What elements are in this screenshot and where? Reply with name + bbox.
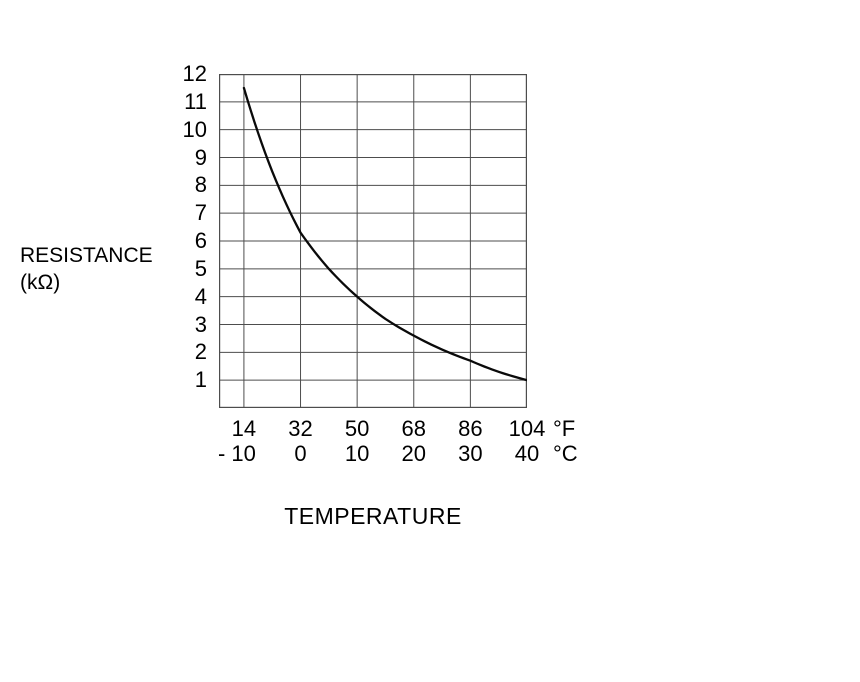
y-tick-label: 12 — [182, 61, 207, 86]
x-tick-label-celsius: 30 — [458, 441, 483, 466]
y-axis-title-line1: RESISTANCE — [20, 244, 153, 267]
x-tick-label-celsius: 40 — [514, 441, 540, 466]
y-tick-label: 2 — [194, 339, 207, 365]
plot-area — [219, 74, 527, 408]
x-axis-title: TEMPERATURE — [284, 503, 462, 529]
x-tick-label-fahrenheit: 86 — [458, 416, 483, 441]
x-tick-label-fahrenheit: 32 — [288, 416, 313, 441]
x-tick-label-fahrenheit: 104 — [508, 416, 546, 441]
y-tick-label: 4 — [194, 283, 207, 309]
y-axis-title-line2: (kΩ) — [20, 271, 61, 294]
y-tick-label: 6 — [194, 228, 207, 253]
resistance-curve — [242, 86, 527, 382]
plot-border — [219, 74, 527, 408]
x-axis-unit-celsius: °C — [553, 441, 578, 466]
y-tick-label: 10 — [182, 116, 207, 142]
x-tick-label-celsius: 10 — [344, 441, 370, 466]
x-tick-label-fahrenheit: 50 — [344, 416, 370, 441]
y-tick-label: 5 — [194, 255, 207, 281]
y-tick-label: 3 — [194, 311, 207, 337]
y-axis-title: RESISTANCE (kΩ) — [20, 242, 153, 296]
x-tick-label-celsius: - 10 — [217, 441, 256, 466]
x-tick-label-fahrenheit: 14 — [231, 416, 257, 441]
y-tick-label: 8 — [194, 172, 207, 198]
y-tick-label: 9 — [194, 144, 207, 170]
x-tick-label-celsius: 20 — [401, 441, 426, 466]
x-axis-unit-fahrenheit: °F — [553, 416, 576, 441]
x-tick-label-fahrenheit: 68 — [401, 416, 426, 441]
y-tick-label: 1 — [194, 367, 207, 393]
y-tick-label: 7 — [194, 200, 207, 226]
x-tick-label-celsius: 0 — [294, 441, 307, 466]
y-tick-label: 11 — [184, 88, 207, 114]
